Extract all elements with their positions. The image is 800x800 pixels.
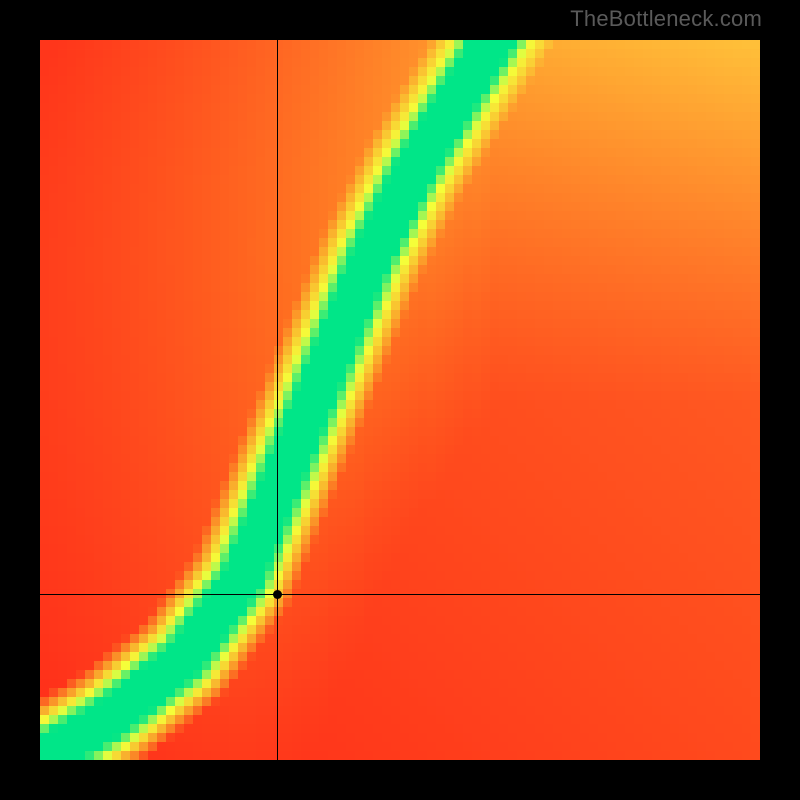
crosshair-marker: [273, 590, 282, 599]
figure-root: TheBottleneck.com: [0, 0, 800, 800]
crosshair-horizontal: [40, 594, 760, 595]
heatmap-plot: [40, 40, 760, 760]
heatmap-canvas: [40, 40, 760, 760]
watermark-text: TheBottleneck.com: [570, 6, 762, 32]
crosshair-vertical: [277, 40, 278, 760]
